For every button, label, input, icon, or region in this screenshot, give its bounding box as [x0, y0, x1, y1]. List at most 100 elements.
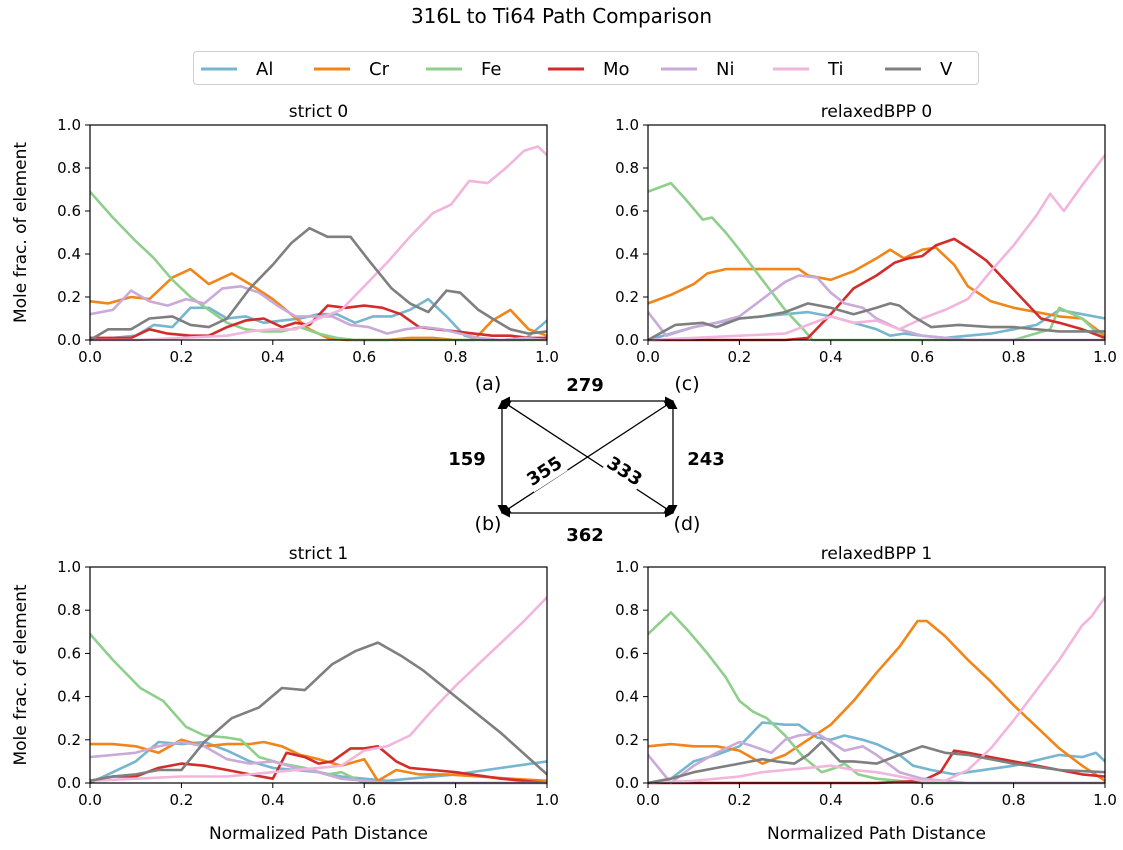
- y-tick-label: 0.0: [57, 774, 81, 792]
- series-line-ti: [648, 595, 1105, 785]
- y-tick-label: 0.2: [615, 288, 639, 306]
- series-line-al: [90, 740, 547, 785]
- y-tick-label: 1.0: [57, 558, 81, 576]
- chart-2: 0.0 0.2 0.4 0.6 0.8 1.0 0.0 0.2 0.4 0.6 0.8 1.0 rela…: [615, 102, 1117, 366]
- y-tick-label: 0.2: [615, 731, 639, 749]
- series-line-ni: [90, 284, 547, 342]
- legend-label: Al: [256, 59, 273, 80]
- x-tick-label: 0.6: [910, 791, 934, 809]
- x-tick-label: 1.0: [535, 348, 559, 366]
- series-line-ti: [90, 595, 547, 783]
- y-tick-label: 0.0: [57, 331, 81, 349]
- x-tick-label: 0.2: [727, 791, 751, 809]
- series-group: [648, 595, 1105, 785]
- x-tick-label: 0.0: [636, 348, 660, 366]
- x-axis-label: Normalized Path Distance: [209, 824, 428, 844]
- chart-1: 0.0 0.2 0.4 0.6 0.8 1.0 0.0 0.2 0.4 0.6 0.8 1.0 stri…: [11, 102, 559, 366]
- y-tick-label: 0.6: [57, 202, 81, 220]
- legend-label: Mo: [603, 59, 630, 80]
- x-tick-label: 0.4: [819, 791, 843, 809]
- series-line-mo: [648, 237, 1105, 342]
- y-tick-label: 0.8: [615, 601, 639, 619]
- legend-canvas: Al Cr Fe Mo Ni Ti V: [201, 59, 953, 80]
- x-tick-label: 0.6: [352, 348, 376, 366]
- series-line-v: [90, 641, 547, 783]
- x-tick-label: 0.6: [910, 348, 934, 366]
- y-tick-label: 1.0: [615, 116, 639, 134]
- y-tick-label: 0.0: [615, 774, 639, 792]
- y-tick-label: 0.6: [57, 644, 81, 662]
- edge-label-a-b: 159: [448, 449, 486, 470]
- series-line-cr: [648, 246, 1105, 338]
- plot-frame: [647, 566, 1106, 784]
- x-tick-label: 0.2: [727, 348, 751, 366]
- y-tick-label: 0.4: [57, 688, 81, 706]
- figure-title: 316L to Ti64 Path Comparison: [410, 4, 713, 28]
- y-tick-label: 0.4: [615, 688, 639, 706]
- chart-title: relaxedBPP 1: [821, 544, 932, 564]
- node-label-c: (c): [674, 373, 699, 395]
- legend-item-mo: Mo: [548, 59, 630, 80]
- series-line-v: [648, 302, 1105, 342]
- x-tick-label: 1.0: [1093, 791, 1117, 809]
- chart-title: strict 0: [289, 102, 348, 122]
- y-tick-label: 0.4: [615, 245, 639, 263]
- legend-item-v: V: [885, 59, 953, 80]
- legend-item-ni: Ni: [661, 59, 734, 80]
- series-line-ni: [648, 731, 1105, 785]
- y-tick-label: 0.8: [615, 159, 639, 177]
- y-axis-label: Mole frac. of element: [11, 142, 31, 323]
- edge-label-bg: [601, 451, 647, 493]
- x-axis-label: Normalized Path Distance: [767, 824, 986, 844]
- x-tick-label: 0.8: [444, 791, 468, 809]
- plot-frame: [647, 124, 1106, 341]
- series-group: [90, 145, 547, 342]
- x-tick-label: 0.6: [352, 791, 376, 809]
- x-tick-label: 1.0: [1093, 348, 1117, 366]
- edge-label-c-d: 243: [687, 449, 725, 470]
- y-tick-label: 0.2: [57, 731, 81, 749]
- y-tick-label: 0.8: [57, 601, 81, 619]
- edge-label-a-c: 279: [566, 375, 604, 396]
- y-tick-label: 0.0: [615, 331, 639, 349]
- legend-item-fe: Fe: [426, 59, 501, 80]
- series-line-ti: [648, 153, 1105, 342]
- x-tick-label: 0.0: [78, 791, 102, 809]
- legend-label: Ti: [827, 59, 843, 80]
- legend-label: Fe: [481, 59, 501, 80]
- y-tick-label: 1.0: [57, 116, 81, 134]
- x-tick-label: 0.2: [169, 348, 193, 366]
- x-tick-label: 0.2: [169, 791, 193, 809]
- edge-label-b-d: 362: [566, 525, 604, 546]
- series-line-cr: [648, 619, 1105, 783]
- series-line-mo: [90, 744, 547, 785]
- legend-label: V: [940, 59, 953, 80]
- node-label-b: (b): [475, 513, 502, 535]
- x-tick-label: 0.4: [819, 348, 843, 366]
- chart-title: strict 1: [289, 544, 348, 564]
- plot-frame: [89, 566, 548, 784]
- node-label-d: (d): [674, 513, 701, 535]
- x-tick-label: 0.0: [636, 791, 660, 809]
- chart-4: 0.0 0.2 0.4 0.6 0.8 1.0 0.0 0.2 0.4 0.6 0.8 1.0 rela…: [615, 544, 1117, 844]
- series-line-ti: [90, 145, 547, 342]
- series-line-al: [648, 308, 1105, 342]
- series-group: [90, 595, 547, 785]
- chart-3: 0.0 0.2 0.4 0.6 0.8 1.0 0.0 0.2 0.4 0.6 0.8 1.0 stri…: [11, 544, 559, 844]
- chart-title: relaxedBPP 0: [821, 102, 932, 122]
- series-line-v: [90, 226, 547, 342]
- x-tick-label: 0.0: [78, 348, 102, 366]
- series-group: [648, 153, 1105, 342]
- node-label-a: (a): [475, 373, 501, 395]
- y-axis-label: Mole frac. of element: [11, 584, 31, 765]
- series-line-fe: [90, 632, 547, 785]
- legend-label: Ni: [716, 59, 734, 80]
- x-tick-label: 0.4: [261, 348, 285, 366]
- legend-item-cr: Cr: [314, 59, 390, 80]
- series-line-fe: [648, 611, 1105, 785]
- x-tick-label: 0.4: [261, 791, 285, 809]
- y-tick-label: 0.4: [57, 245, 81, 263]
